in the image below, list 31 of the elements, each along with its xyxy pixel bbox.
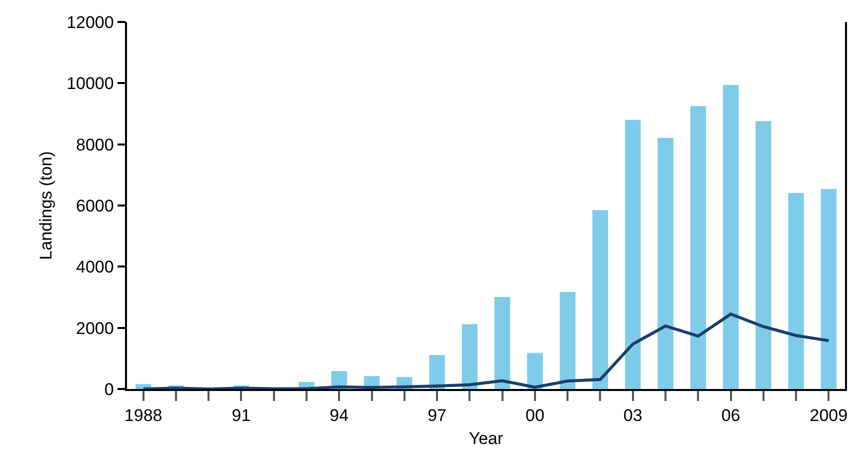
bar (462, 324, 478, 389)
y-tick-label: 12000 (66, 12, 114, 32)
y-tick-label: 2000 (76, 318, 114, 338)
x-tick-label: 03 (623, 406, 642, 426)
x-tick-label: 1988 (124, 406, 162, 426)
bar (722, 85, 739, 389)
y-tick-label: 6000 (76, 196, 114, 216)
x-tick-label: 06 (721, 406, 740, 426)
x-axis-title: Year (468, 429, 504, 448)
bar (820, 188, 837, 389)
bar (494, 296, 510, 389)
x-tick-label: 94 (330, 406, 349, 426)
bar (527, 352, 543, 389)
y-tick-label: 4000 (76, 258, 114, 277)
bar (788, 192, 804, 389)
bar (592, 210, 608, 389)
bar (625, 120, 641, 389)
y-axis-title: Landings (ton) (36, 151, 56, 260)
x-tick-label: 00 (525, 406, 544, 426)
y-tick-label: 8000 (76, 135, 114, 154)
x-tick-label: 2009 (810, 406, 848, 426)
bar (429, 355, 445, 389)
line-series (142, 312, 830, 389)
x-tick-label: 97 (428, 406, 447, 426)
bar (756, 121, 772, 389)
bar (658, 138, 674, 389)
y-tick-label: 0 (104, 380, 114, 399)
x-tick-label: 91 (232, 406, 251, 426)
y-tick-label: 10000 (66, 74, 114, 94)
bar (560, 292, 576, 389)
bar (690, 106, 706, 389)
